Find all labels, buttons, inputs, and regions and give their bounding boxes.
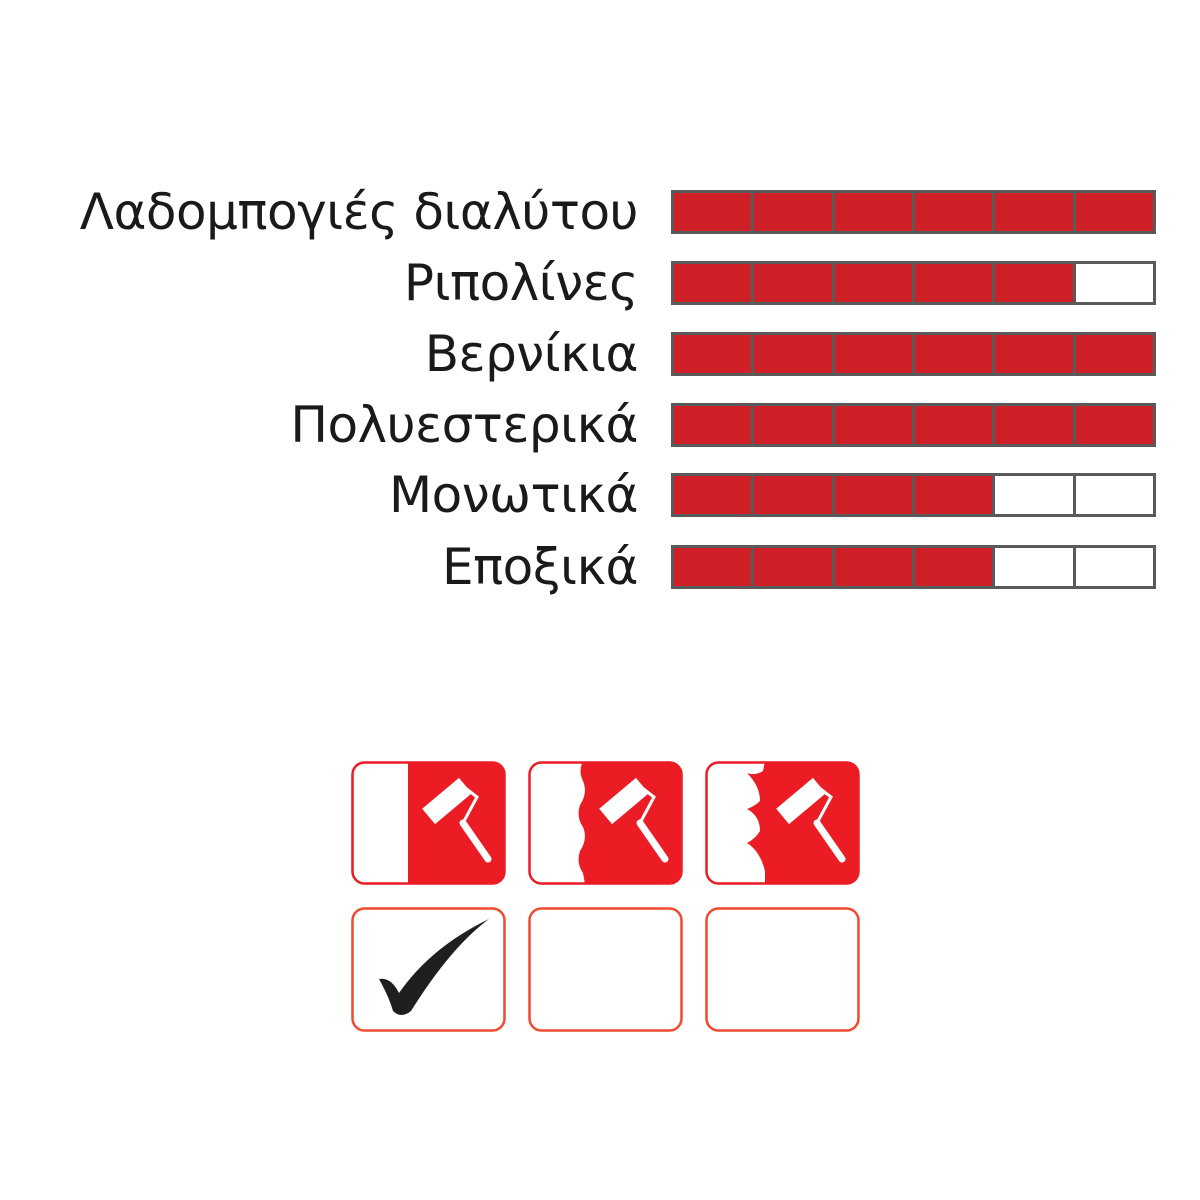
- check-icon: [379, 919, 489, 1015]
- rating-segment-filled: [914, 264, 993, 302]
- rating-segment-filled: [754, 406, 832, 444]
- rating-label: Πολυεστερικά: [290, 396, 638, 454]
- checkbox-empty: [528, 907, 683, 1036]
- rating-segment-filled: [834, 335, 912, 373]
- rating-row: Εποξικά: [0, 538, 1200, 596]
- rating-segment-filled: [754, 193, 832, 231]
- rating-segment-filled: [754, 335, 832, 373]
- rating-row: Λαδομπογιές διαλύτου: [0, 183, 1200, 241]
- rating-segment-filled: [914, 335, 993, 373]
- rating-segment-empty: [1075, 476, 1153, 514]
- rating-bar: [671, 190, 1156, 234]
- rating-bar: [671, 332, 1156, 376]
- rating-segment-filled: [674, 406, 752, 444]
- rating-segment-filled: [834, 406, 912, 444]
- rating-segment-filled: [834, 548, 912, 586]
- rating-label: Ριπολίνες: [403, 254, 639, 312]
- rating-row: Πολυεστερικά: [0, 396, 1200, 454]
- rating-segment-filled: [674, 193, 752, 231]
- rating-segment-filled: [674, 335, 752, 373]
- rating-label: Εποξικά: [441, 538, 639, 596]
- rating-segment-filled: [914, 476, 993, 514]
- rating-segment-filled: [995, 335, 1073, 373]
- rating-segment-filled: [1075, 193, 1153, 231]
- rating-segment-empty: [995, 548, 1073, 586]
- rating-segment-filled: [834, 193, 912, 231]
- rating-segment-filled: [914, 548, 993, 586]
- rating-segment-filled: [995, 193, 1073, 231]
- paint-roller-semi-rough-surface-icon: [528, 761, 683, 889]
- rating-segment-filled: [914, 406, 993, 444]
- rating-label: Μονωτικά: [389, 466, 638, 524]
- rating-segment-filled: [754, 476, 832, 514]
- rating-segment-filled: [995, 406, 1073, 444]
- rating-segment-filled: [1075, 406, 1153, 444]
- rating-segment-empty: [1075, 264, 1153, 302]
- paint-roller-rough-surface-icon: [705, 761, 860, 889]
- checkbox-empty: [705, 907, 860, 1036]
- rating-segment-filled: [754, 548, 832, 586]
- rating-bar: [671, 473, 1156, 517]
- rating-segment-filled: [914, 193, 993, 231]
- rating-label: Λαδομπογιές διαλύτου: [79, 183, 639, 241]
- rating-segment-filled: [995, 264, 1073, 302]
- rating-segment-filled: [754, 264, 832, 302]
- rating-segment-filled: [674, 476, 752, 514]
- rating-row: Μονωτικά: [0, 466, 1200, 524]
- rating-row: Βερνίκια: [0, 325, 1200, 383]
- rating-segment-empty: [1075, 548, 1153, 586]
- rating-segment-filled: [674, 548, 752, 586]
- rating-bar: [671, 261, 1156, 305]
- rating-segment-filled: [674, 264, 752, 302]
- checkbox-checked: [351, 907, 506, 1036]
- paint-roller-smooth-surface-icon: [351, 761, 506, 889]
- rating-row: Ριπολίνες: [0, 254, 1200, 312]
- rating-segment-filled: [834, 476, 912, 514]
- rating-label: Βερνίκια: [424, 325, 639, 383]
- rating-segment-empty: [995, 476, 1073, 514]
- rating-segment-filled: [1075, 335, 1153, 373]
- rating-segment-filled: [834, 264, 912, 302]
- rating-bar: [671, 545, 1156, 589]
- rating-bar: [671, 403, 1156, 447]
